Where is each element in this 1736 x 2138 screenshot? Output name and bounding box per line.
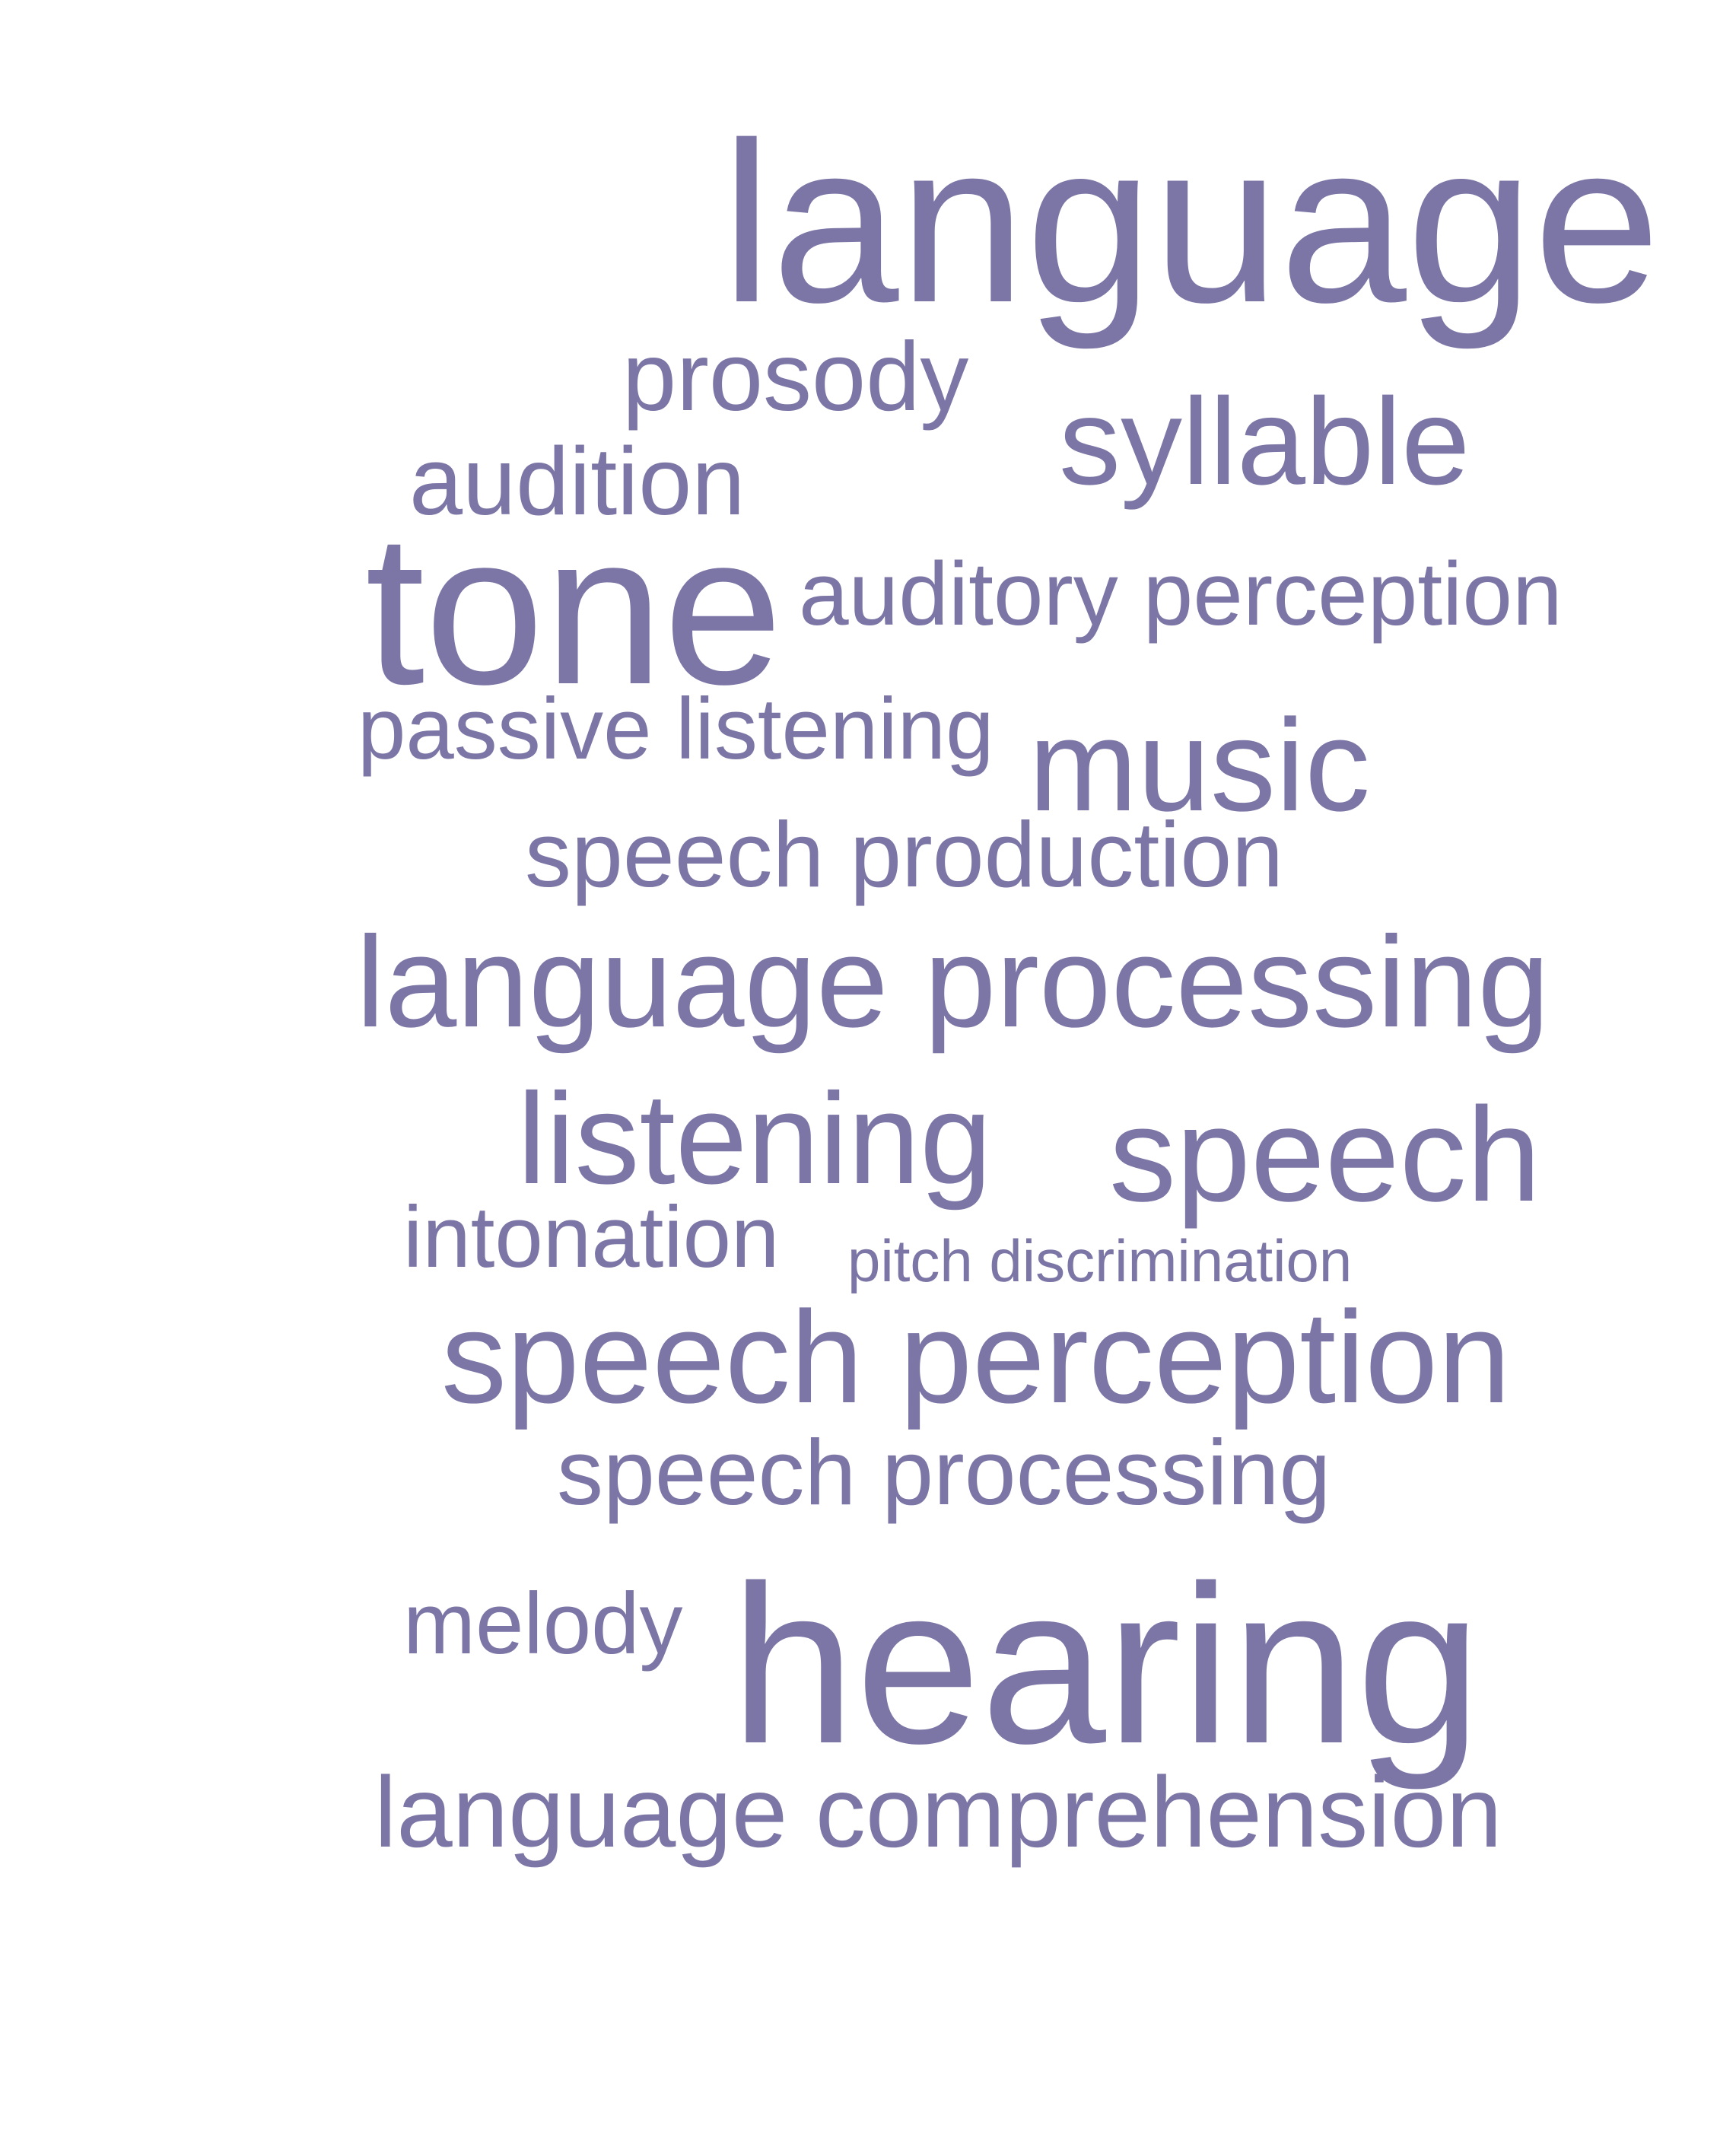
word-pitch-discrimination: pitch discrimination xyxy=(847,1227,1353,1294)
word-language: language xyxy=(721,94,1661,350)
word-music: music xyxy=(1029,692,1371,838)
word-language-processing: language processing xyxy=(356,910,1550,1055)
word-melody: melody xyxy=(403,1576,683,1672)
word-syllable: syllable xyxy=(1059,373,1471,511)
word-passive-listening: passive listening xyxy=(358,681,994,778)
word-auditory-perception: auditory perception xyxy=(799,544,1563,644)
word-prosody: prosody xyxy=(622,323,969,431)
word-tone: tone xyxy=(365,489,783,729)
word-speech-processing: speech processing xyxy=(557,1421,1331,1524)
word-listening: listening xyxy=(517,1067,992,1211)
word-intonation: intonation xyxy=(403,1189,780,1286)
word-language-comprehension: language comprehension xyxy=(374,1756,1502,1868)
word-speech-production: speech production xyxy=(525,803,1284,906)
word-audition: audition xyxy=(409,428,746,535)
word-speech-perception: speech perception xyxy=(441,1284,1511,1430)
word-hearing: hearing xyxy=(730,1538,1482,1790)
word-speech: speech xyxy=(1109,1080,1541,1230)
